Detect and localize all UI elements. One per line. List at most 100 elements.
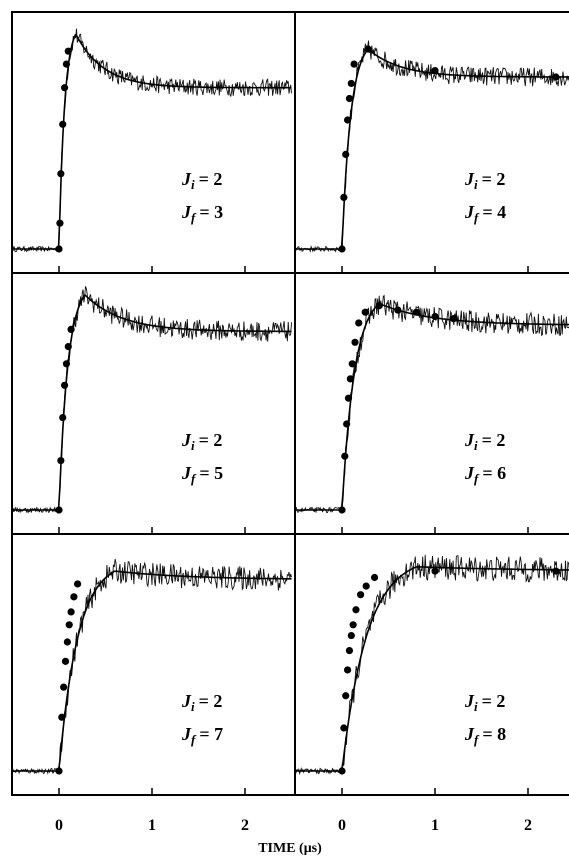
fit-curve — [13, 33, 292, 250]
data-point — [59, 413, 67, 422]
data-point — [64, 343, 72, 351]
data-point — [342, 150, 350, 158]
label-j-initial: Ji = 2 — [464, 691, 505, 714]
x-tick-label: 2 — [241, 817, 249, 834]
panel-frame — [294, 11, 569, 274]
data-point — [55, 506, 63, 514]
data-point — [552, 73, 560, 81]
data-point — [357, 591, 365, 599]
data-point — [60, 84, 69, 92]
fit-curve — [296, 302, 569, 511]
fit-curve — [296, 565, 569, 772]
data-point — [347, 79, 355, 88]
label-j-final: Jf = 4 — [464, 202, 506, 225]
data-point — [62, 360, 71, 368]
data-point — [344, 394, 353, 402]
data-point — [370, 573, 379, 582]
data-point — [412, 308, 420, 316]
data-point — [350, 60, 358, 68]
data-point — [431, 312, 439, 321]
label-j-initial: Ji = 2 — [181, 430, 222, 453]
x-tick-label: 2 — [524, 817, 532, 834]
fit-curve — [13, 570, 292, 772]
panel-frame — [294, 272, 569, 535]
measured-trace — [295, 554, 569, 776]
label-j-initial: Ji = 2 — [181, 691, 222, 714]
data-point — [340, 724, 348, 732]
data-point — [352, 606, 360, 614]
label-j-initial: Ji = 2 — [464, 169, 505, 192]
data-point — [63, 638, 71, 646]
data-point — [346, 375, 354, 383]
data-point — [341, 452, 349, 460]
x-tick-label: 0 — [338, 817, 346, 834]
data-point — [60, 381, 69, 389]
data-point — [348, 360, 356, 368]
panel-1: Ji = 2 Jf = 3 — [11, 11, 296, 274]
data-point — [431, 66, 439, 75]
data-point — [64, 47, 72, 55]
data-point — [343, 116, 352, 124]
data-point — [56, 219, 64, 227]
panels-layer: Ji = 2 Jf = 3 Ji = 2 Jf = 4 Ji = 2 Jf = 5 Ji = 2 Jf = 6… — [11, 11, 569, 796]
fit-curve — [13, 293, 292, 511]
data-point — [552, 567, 560, 575]
x-axis: TIME (μs) 0 1 2 0 1 2 — [55, 817, 532, 856]
data-point — [342, 692, 350, 700]
label-j-final: Jf = 8 — [464, 724, 506, 747]
panel-frame — [294, 533, 569, 796]
data-point — [55, 245, 63, 253]
data-point — [364, 45, 372, 53]
data-point — [375, 302, 383, 310]
measured-trace — [12, 28, 292, 253]
data-point — [58, 713, 66, 721]
panel-frame — [11, 272, 296, 535]
label-j-initial: Ji = 2 — [181, 169, 222, 192]
data-point — [355, 319, 363, 327]
data-point — [362, 582, 370, 590]
data-point — [343, 420, 351, 428]
data-point — [345, 647, 354, 655]
data-point — [351, 338, 359, 346]
data-point — [67, 325, 75, 333]
label-j-final: Jf = 5 — [181, 463, 223, 486]
data-point — [62, 60, 71, 68]
x-axis-title: TIME (μs) — [258, 841, 322, 856]
data-point — [349, 621, 357, 629]
data-point — [345, 94, 354, 103]
panel-6: Ji = 2 Jf = 8 — [294, 533, 569, 796]
panel-3: Ji = 2 Jf = 5 — [11, 272, 296, 535]
data-point — [347, 631, 355, 640]
data-point — [67, 608, 75, 616]
data-point — [338, 506, 346, 514]
data-point — [343, 666, 352, 674]
panel-frame — [11, 11, 296, 274]
data-point — [60, 683, 68, 691]
label-j-final: Jf = 6 — [464, 463, 506, 486]
panel-5: Ji = 2 Jf = 7 — [11, 533, 296, 796]
panel-4: Ji = 2 Jf = 6 — [294, 272, 569, 535]
measured-trace — [295, 294, 569, 514]
data-point — [340, 193, 348, 201]
label-j-initial: Ji = 2 — [464, 430, 505, 453]
data-point — [338, 767, 346, 775]
x-tick-label: 1 — [148, 817, 156, 834]
data-point — [59, 120, 67, 128]
data-point — [74, 580, 82, 588]
data-point — [361, 308, 369, 316]
data-point — [57, 456, 65, 465]
measured-trace — [12, 558, 292, 775]
x-tick-label: 1 — [431, 817, 439, 834]
data-point — [450, 315, 458, 323]
label-j-final: Jf = 7 — [181, 724, 223, 747]
x-tick-label: 0 — [55, 817, 63, 834]
data-point — [57, 170, 65, 178]
data-point — [61, 657, 70, 665]
data-point — [65, 621, 73, 629]
data-point — [338, 245, 346, 253]
data-point — [70, 593, 78, 601]
label-j-final: Jf = 3 — [181, 202, 223, 225]
data-point — [394, 306, 402, 314]
data-point — [55, 767, 63, 775]
measured-trace — [12, 286, 292, 514]
